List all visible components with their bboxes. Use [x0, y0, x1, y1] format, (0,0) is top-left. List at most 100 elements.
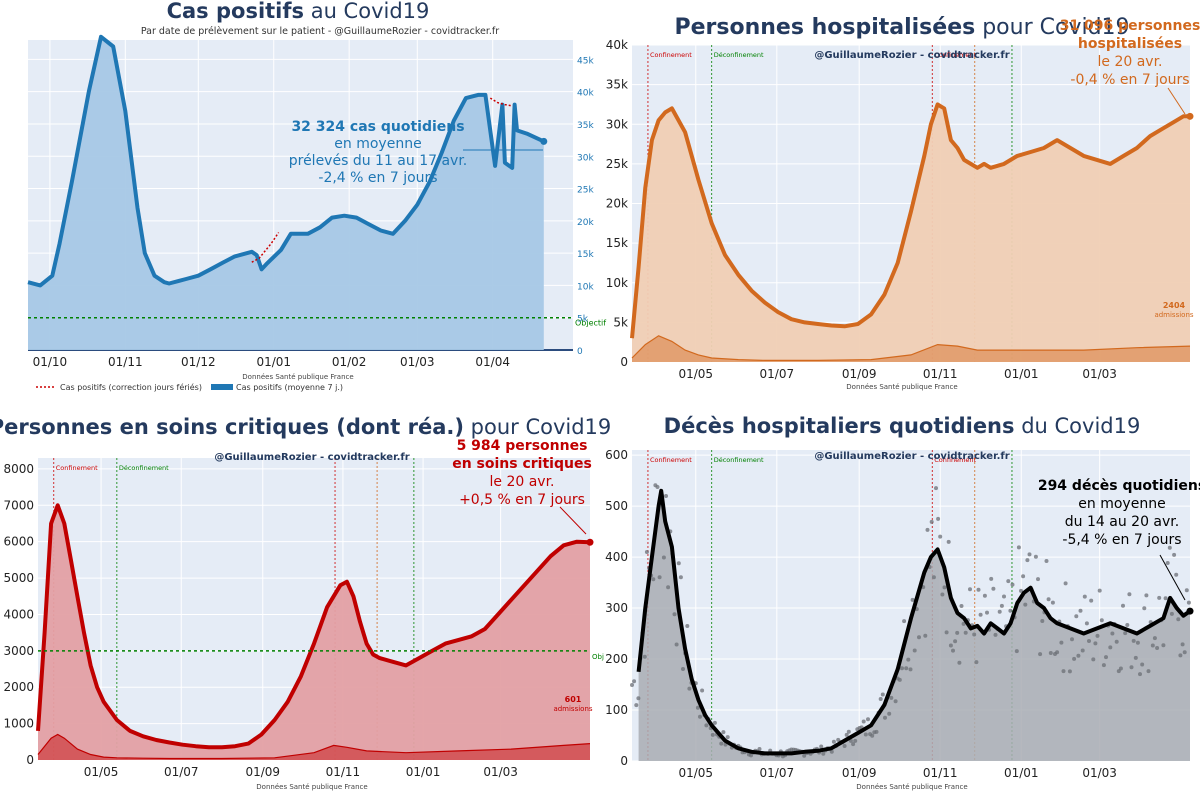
daily-point [674, 642, 679, 647]
daily-point [1021, 574, 1026, 579]
y-tick-label: 0 [620, 355, 628, 369]
daily-point [1129, 665, 1134, 670]
annotation-line: 31 096 personnes [1060, 18, 1200, 34]
y-tick-label: 5k [613, 315, 628, 329]
title-bold: Personnes hospitalisées [674, 15, 975, 40]
daily-point [1040, 619, 1045, 623]
daily-point [889, 695, 894, 700]
x-tick-label: 01/01 [1004, 766, 1039, 780]
daily-point [842, 744, 847, 748]
title-rest: du Covid19 [1015, 414, 1141, 438]
daily-point [687, 686, 692, 691]
series-line-corrected [251, 97, 513, 263]
y-tick-label: 400 [605, 550, 628, 564]
y-tick-label: 3000 [3, 644, 34, 658]
objective-label: Objectif [575, 319, 606, 328]
daily-point [681, 667, 685, 671]
admissions-area [632, 335, 1190, 362]
y-tick-label: 25k [577, 186, 594, 196]
daily-point [1080, 648, 1085, 653]
objective-label: Obj [592, 653, 604, 661]
daily-point [695, 705, 700, 710]
daily-point [1180, 642, 1185, 647]
daily-point [1036, 577, 1040, 582]
daily-point [829, 749, 834, 754]
daily-point [934, 486, 938, 491]
daily-point [1044, 559, 1049, 563]
annotation-line: -2,4 % en 7 jours [318, 170, 437, 186]
annotation-line: 294 décès quotidiens [1038, 478, 1200, 494]
daily-point [1087, 639, 1091, 643]
daily-point [664, 494, 668, 498]
daily-point [951, 648, 955, 653]
admissions-text: admissions [1154, 311, 1193, 319]
daily-point [1110, 631, 1115, 636]
annotation: 31 096 personnes hospitalisées le 20 avr… [1060, 18, 1200, 88]
daily-point [644, 550, 649, 554]
x-tick-label: 01/04 [475, 355, 510, 369]
annotation-line: +0,5 % en 7 jours [459, 492, 585, 508]
y-tick-label: 40k [606, 38, 628, 52]
y-tick-label: 20k [577, 218, 594, 228]
y-tick-label: 7000 [3, 498, 34, 512]
daily-point [893, 699, 898, 704]
daily-point [961, 621, 966, 626]
y-tick-label: 2000 [3, 680, 34, 694]
daily-point [1063, 581, 1068, 586]
y-tick-label: 0 [26, 753, 34, 767]
daily-point [630, 683, 634, 687]
daily-point [1165, 561, 1170, 565]
y-ticks: 0 100 200 300 400 500 600 [605, 448, 628, 768]
daily-point [846, 729, 851, 734]
annotation-line: le 20 avr. [489, 474, 554, 490]
last-point [1186, 112, 1194, 120]
daily-point [632, 679, 637, 684]
y-ticks: 0 5k 10k 15k 20k 25k 30k 35k 40k 45k [577, 56, 594, 357]
daily-point [1082, 594, 1087, 599]
daily-point [1014, 649, 1019, 654]
last-point [540, 137, 548, 145]
daily-point [940, 592, 945, 597]
daily-point [1127, 592, 1132, 597]
series-line [636, 488, 1192, 756]
daily-point [1025, 558, 1030, 563]
daily-point [1144, 593, 1149, 598]
daily-point [821, 751, 826, 756]
daily-point [942, 585, 947, 590]
daily-point [831, 739, 836, 744]
y-tick-label: 500 [605, 499, 628, 513]
event-label: Confinement [650, 51, 692, 59]
daily-point [666, 585, 671, 590]
x-ticks: 01/05 01/07 01/09 01/11 01/01 01/03 [678, 766, 1116, 780]
daily-point [993, 632, 998, 637]
x-tick-label: 01/12 [181, 355, 216, 369]
y-tick-label: 35k [606, 78, 628, 92]
daily-point [1176, 617, 1181, 622]
daily-point [1172, 552, 1177, 557]
daily-point [710, 732, 715, 737]
daily-point [1055, 650, 1060, 655]
annotation-line: 32 324 cas quotidiens [291, 119, 464, 135]
daily-point [1061, 669, 1066, 674]
chart-title: Personnes en soins critiques (dont réa.)… [0, 415, 611, 439]
daily-point [844, 732, 849, 737]
daily-point [749, 753, 753, 758]
y-tick-label: 200 [605, 652, 628, 666]
daily-point [900, 666, 904, 671]
chart-critical-care: Personnes en soins critiques (dont réa.)… [0, 415, 611, 791]
daily-point [1010, 582, 1015, 587]
daily-point [1174, 572, 1179, 577]
daily-point [704, 723, 709, 728]
daily-point [725, 735, 730, 740]
daily-point [1072, 656, 1077, 661]
daily-point [1104, 655, 1108, 660]
daily-point [1046, 597, 1051, 602]
watermark: @GuillaumeRozier - covidtracker.fr [814, 50, 1009, 61]
daily-point [874, 729, 879, 734]
event-label: Confinement [650, 456, 692, 464]
annotation: 32 324 cas quotidiens en moyenne prélevé… [289, 119, 468, 186]
daily-point [929, 519, 934, 524]
daily-point [968, 587, 972, 592]
daily-point [1150, 643, 1155, 648]
x-tick-label: 01/09 [842, 766, 877, 780]
